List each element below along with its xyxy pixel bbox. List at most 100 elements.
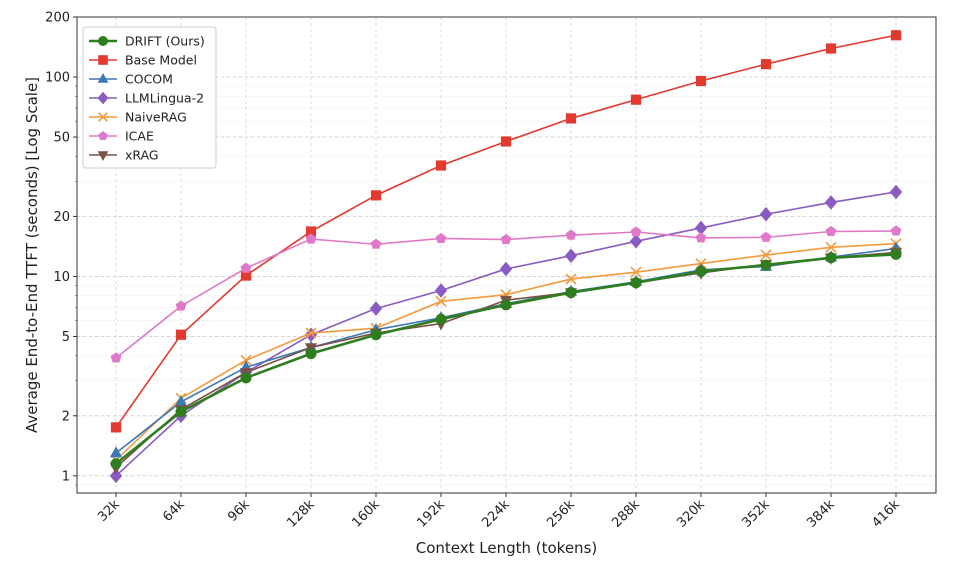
- data-point-llmlingua-2: [499, 261, 513, 277]
- data-point-naiverag: [305, 327, 317, 339]
- y-tick-label: 100: [45, 71, 70, 86]
- x-tick-label: 96k: [225, 497, 253, 525]
- data-point-base-model: [435, 160, 447, 171]
- series-naiverag: [110, 238, 902, 466]
- data-point-icae: [110, 352, 122, 363]
- data-point-drift-ours: [110, 458, 122, 470]
- series-base-model: [110, 30, 902, 433]
- x-tick-label: 224k: [479, 497, 513, 531]
- legend-marker-xrag: [97, 151, 109, 161]
- legend-label-icae: ICAE: [125, 129, 154, 144]
- legend: DRIFT (Ours) Base Model COCOM LLMLingua-2 Na…: [82, 26, 217, 169]
- legend-label-xrag: xRAG: [125, 148, 159, 163]
- legend-marker-naiverag: [98, 112, 108, 122]
- data-point-llmlingua-2: [824, 195, 838, 210]
- grid-lines: [77, 16, 936, 493]
- data-point-drift-ours: [760, 259, 772, 271]
- data-point-base-model: [565, 113, 577, 124]
- x-tick-label: 416k: [869, 497, 903, 531]
- data-point-llmlingua-2: [369, 301, 383, 316]
- data-point-drift-ours: [435, 313, 447, 325]
- data-point-icae: [240, 262, 252, 273]
- legend-label-base-model: Base Model: [125, 53, 197, 68]
- series-drift-ours: [110, 248, 902, 470]
- y-axis-label: Average End-to-End TTFT (seconds) [Log S…: [23, 77, 41, 433]
- data-point-llmlingua-2: [629, 234, 643, 249]
- data-point-base-model: [175, 329, 187, 340]
- data-point-icae: [630, 226, 642, 237]
- legend-marker-drift-ours: [98, 36, 108, 46]
- data-point-drift-ours: [500, 299, 512, 311]
- data-point-drift-ours: [890, 248, 902, 260]
- data-point-llmlingua-2: [434, 283, 448, 298]
- data-point-icae: [305, 233, 317, 244]
- data-point-drift-ours: [630, 277, 642, 289]
- data-point-llmlingua-2: [889, 184, 903, 200]
- legend-label-drift-ours: DRIFT (Ours): [125, 34, 205, 49]
- y-tick-label: 1: [62, 469, 70, 484]
- data-point-base-model: [760, 59, 772, 70]
- x-tick-label: 256k: [544, 497, 578, 531]
- legend-marker-llmlingua-2: [97, 91, 109, 105]
- legend-box: [82, 26, 217, 169]
- data-point-base-model: [890, 30, 902, 41]
- data-point-drift-ours: [240, 372, 252, 384]
- legend-marker-cocom: [97, 73, 109, 83]
- series-icae: [110, 225, 902, 363]
- data-point-llmlingua-2: [759, 206, 773, 222]
- data-point-naiverag: [630, 266, 642, 278]
- x-tick-label: 288k: [609, 497, 643, 531]
- data-point-icae: [890, 225, 902, 236]
- x-tick-label: 32k: [95, 497, 123, 525]
- data-point-base-model: [695, 75, 707, 87]
- data-point-icae: [175, 300, 187, 311]
- x-tick-label: 192k: [414, 497, 448, 531]
- legend-marker-icae: [98, 131, 108, 140]
- y-tick-label: 200: [45, 11, 70, 26]
- data-point-drift-ours: [370, 329, 382, 341]
- data-point-base-model: [630, 94, 642, 105]
- y-tick-label: 5: [62, 330, 70, 345]
- data-point-icae: [370, 238, 382, 249]
- data-point-icae: [825, 225, 837, 237]
- data-point-icae: [500, 233, 512, 245]
- data-point-drift-ours: [565, 287, 577, 299]
- x-tick-label: 352k: [739, 497, 773, 531]
- y-tick-label: 2: [62, 409, 70, 424]
- y-tick-label: 50: [53, 131, 70, 146]
- data-point-naiverag: [435, 295, 447, 307]
- data-point-llmlingua-2: [109, 468, 123, 484]
- legend-label-naiverag: NaiveRAG: [125, 110, 187, 125]
- data-point-icae: [695, 232, 707, 243]
- data-point-icae: [565, 229, 577, 240]
- data-point-naiverag: [565, 273, 577, 285]
- y-tick-label: 20: [53, 210, 70, 225]
- data-point-icae: [435, 232, 447, 244]
- data-point-drift-ours: [305, 348, 317, 360]
- data-point-icae: [760, 231, 772, 242]
- series-line-cocom: [115, 247, 897, 454]
- series-layer: [109, 30, 903, 484]
- data-point-base-model: [825, 43, 837, 54]
- legend-label-llmlingua-2: LLMLingua-2: [125, 91, 204, 106]
- data-point-naiverag: [240, 354, 252, 366]
- data-point-naiverag: [825, 241, 837, 253]
- y-tick-label: 10: [53, 270, 70, 285]
- x-tick-label: 128k: [284, 497, 318, 531]
- data-point-drift-ours: [825, 252, 837, 264]
- data-point-drift-ours: [175, 406, 187, 418]
- legend-label-cocom: COCOM: [125, 72, 173, 87]
- x-tick-label: 160k: [349, 497, 383, 531]
- data-point-base-model: [110, 422, 122, 433]
- data-point-naiverag: [760, 249, 772, 261]
- legend-marker-base-model: [98, 55, 108, 65]
- data-point-base-model: [370, 190, 382, 201]
- data-point-drift-ours: [695, 265, 707, 277]
- data-point-base-model: [500, 136, 512, 147]
- x-tick-label: 384k: [804, 497, 838, 531]
- data-point-cocom: [109, 446, 123, 458]
- x-tick-label: 320k: [674, 497, 708, 531]
- x-axis-label: Context Length (tokens): [416, 539, 598, 557]
- data-point-llmlingua-2: [564, 248, 578, 263]
